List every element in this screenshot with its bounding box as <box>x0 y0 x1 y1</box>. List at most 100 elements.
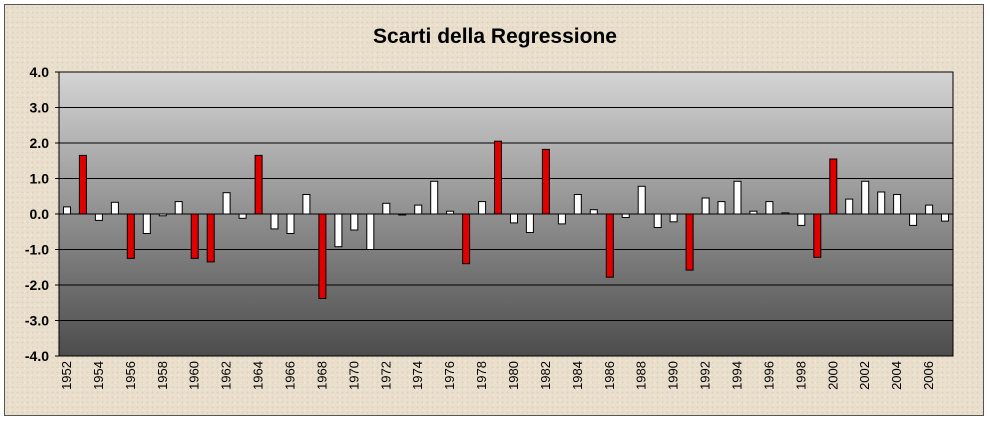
bar-2006 <box>925 204 934 215</box>
x-tick-label: 1966 <box>283 361 298 390</box>
bar-2005 <box>909 213 918 226</box>
bar-1995 <box>749 210 758 215</box>
bar-1969 <box>334 213 343 248</box>
x-tick-label: 1954 <box>91 361 106 390</box>
x-tick-label: 1974 <box>410 361 425 390</box>
bar-1987 <box>621 213 630 218</box>
bar-1972 <box>382 202 391 215</box>
y-axis-ticks: 4.0 3.0 2.0 1.0 0.0 -1.0 -2.0 -3.0 -4.0 <box>25 64 59 364</box>
y-tick-label: 1.0 <box>30 171 50 187</box>
bar-1973 <box>398 213 407 216</box>
bar-1975 <box>430 180 439 215</box>
bar-1971 <box>366 213 375 250</box>
bar-1959 <box>174 201 183 215</box>
bar-1960 <box>190 213 199 259</box>
bar-1996 <box>765 201 774 215</box>
x-tick-label: 1964 <box>251 361 266 390</box>
bar-1984 <box>573 194 582 215</box>
bar-1967 <box>302 194 311 215</box>
x-tick-label: 1986 <box>602 361 617 390</box>
bar-1958 <box>158 213 167 217</box>
bar-1998 <box>797 213 806 226</box>
y-tick-label: -4.0 <box>25 348 49 364</box>
bar-1957 <box>142 213 151 234</box>
bar-1999 <box>813 213 822 258</box>
bar-2003 <box>877 191 886 215</box>
bar-1976 <box>446 210 455 215</box>
bar-1962 <box>222 192 231 215</box>
x-tick-label: 1996 <box>761 361 776 390</box>
bar-1994 <box>733 180 742 215</box>
x-tick-label: 2000 <box>825 361 840 390</box>
bar-2000 <box>829 158 838 215</box>
y-tick-label: -3.0 <box>25 313 49 329</box>
y-tick-label: 2.0 <box>30 135 50 151</box>
x-tick-label: 1960 <box>187 361 202 390</box>
bar-1965 <box>270 213 279 230</box>
y-tick-label: 4.0 <box>30 64 50 80</box>
bar-1961 <box>206 213 215 263</box>
bar-1980 <box>510 213 518 224</box>
x-tick-label: 1994 <box>730 361 745 390</box>
bar-1988 <box>637 185 646 215</box>
y-tick-label: 0.0 <box>30 206 50 222</box>
bar-1983 <box>557 213 566 225</box>
chart-frame: Scarti della Regressione 4.0 3.0 2.0 1.0 0.0… <box>4 4 984 416</box>
x-tick-label: 1972 <box>378 361 393 390</box>
x-tick-label: 2002 <box>857 361 872 390</box>
regression-residuals-chart: Scarti della Regressione 4.0 3.0 2.0 1.0 0.0… <box>25 25 954 390</box>
x-tick-label: 1992 <box>698 361 713 390</box>
bar-1979 <box>494 140 502 215</box>
x-tick-label: 1958 <box>155 361 170 390</box>
bar-1978 <box>478 201 487 215</box>
bar-1956 <box>126 213 135 259</box>
x-tick-label: 1970 <box>346 361 361 390</box>
x-tick-label: 1968 <box>314 361 329 390</box>
x-tick-label: 1976 <box>442 361 457 390</box>
bar-1993 <box>717 201 726 215</box>
x-tick-label: 1998 <box>793 361 808 390</box>
bar-1970 <box>350 213 359 231</box>
bar-2004 <box>893 194 902 215</box>
bar-1952 <box>63 206 71 215</box>
bar-1997 <box>781 212 790 215</box>
x-tick-label: 1978 <box>474 361 489 390</box>
x-tick-label: 1962 <box>219 361 234 390</box>
y-tick-label: -1.0 <box>25 242 49 258</box>
bar-1981 <box>525 213 534 233</box>
bar-2001 <box>845 198 854 215</box>
x-tick-label: 1990 <box>666 361 681 390</box>
bar-series <box>63 140 949 299</box>
bar-1982 <box>541 148 550 215</box>
bar-1968 <box>318 213 327 299</box>
y-tick-label: -2.0 <box>25 277 49 293</box>
x-tick-label: 1988 <box>634 361 649 390</box>
x-axis-ticks: 1952 1954 1956 1958 1960 1962 1964 1966 1968 1970… <box>59 361 936 390</box>
x-tick-label: 2006 <box>921 361 936 390</box>
bar-1986 <box>605 213 614 278</box>
bar-2002 <box>861 180 870 215</box>
y-tick-label: 3.0 <box>30 100 50 116</box>
bar-1989 <box>653 213 662 228</box>
bar-1977 <box>462 213 471 265</box>
bar-1974 <box>414 204 423 215</box>
bar-1991 <box>685 213 694 271</box>
x-tick-label: 1952 <box>59 361 74 390</box>
bar-1966 <box>286 213 295 234</box>
bar-1990 <box>669 213 678 223</box>
bar-1964 <box>254 154 263 215</box>
x-tick-label: 1980 <box>506 361 521 390</box>
bar-1963 <box>238 213 247 219</box>
bar-1954 <box>94 213 103 221</box>
bar-2007 <box>941 213 949 222</box>
gridlines <box>59 71 953 357</box>
bar-1992 <box>701 197 710 215</box>
bar-1985 <box>589 209 598 215</box>
chart-title: Scarti della Regressione <box>373 25 617 48</box>
x-tick-label: 1982 <box>538 361 553 390</box>
x-tick-label: 2004 <box>889 361 904 390</box>
bar-1955 <box>110 201 119 215</box>
x-tick-label: 1984 <box>570 361 585 390</box>
x-tick-label: 1956 <box>123 361 138 390</box>
bar-1953 <box>78 154 87 215</box>
